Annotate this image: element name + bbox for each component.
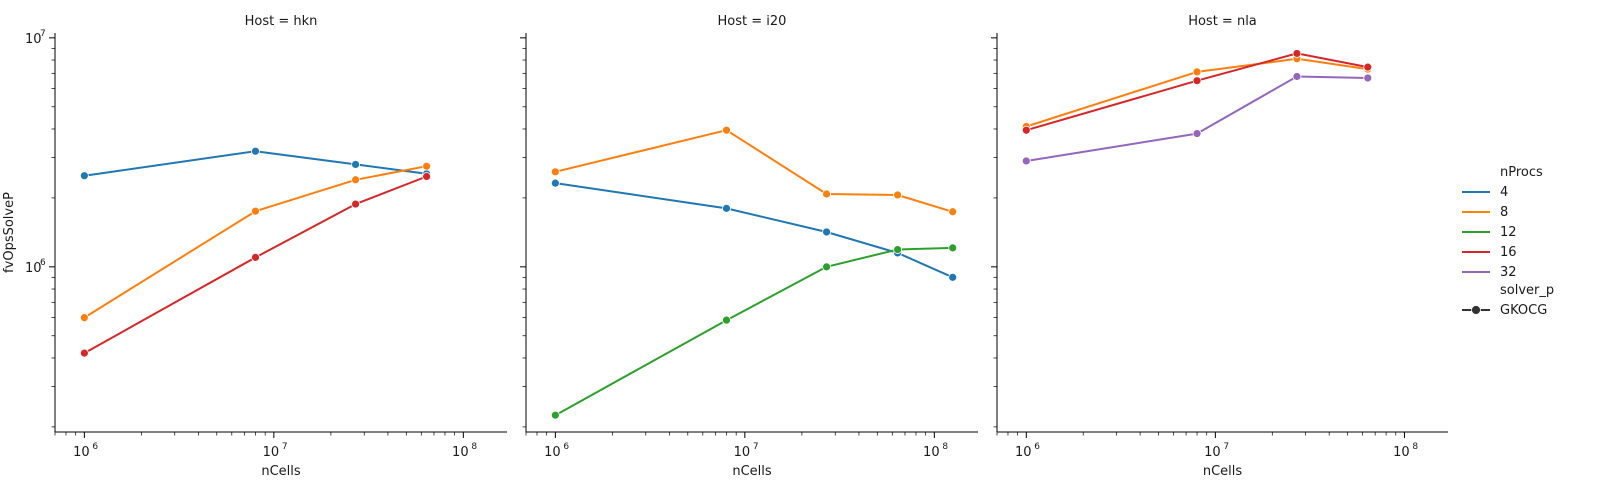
legend-entry-label: 16 (1500, 245, 1517, 260)
series-line-16 (1026, 52, 1368, 132)
y-tick-label-base: 10 (25, 261, 42, 276)
x-tick-label-exponent: 6 (92, 442, 98, 452)
data-point (1292, 49, 1302, 58)
series-line-12 (554, 246, 953, 417)
series-line-8 (555, 129, 953, 213)
data-point (822, 262, 831, 272)
y-tick-label-base: 10 (25, 32, 42, 47)
data-point (1192, 76, 1202, 86)
data-point (948, 272, 958, 282)
series-line-16 (83, 175, 427, 354)
x-tick-label-base: 10 (73, 445, 90, 460)
y-tick-label-exponent: 6 (40, 258, 46, 268)
data-point (722, 315, 731, 325)
data-point (893, 190, 903, 200)
data-point (722, 125, 731, 135)
series-line-4 (84, 150, 427, 177)
data-point (351, 199, 360, 209)
data-point (1021, 156, 1031, 166)
x-tick-label-exponent: 8 (1412, 442, 1418, 452)
data-point (948, 207, 958, 217)
data-point (1192, 129, 1202, 138)
data-point (893, 245, 903, 254)
data-point (1363, 62, 1373, 72)
x-tick-label-exponent: 7 (1223, 442, 1229, 452)
data-point (422, 161, 432, 171)
data-point (79, 171, 89, 181)
x-tick-label-exponent: 6 (1034, 442, 1040, 452)
y-axis-label: fvOpsSolveP (2, 192, 17, 273)
x-tick-label-base: 10 (923, 445, 940, 460)
data-point (251, 146, 260, 156)
legend-style-label: GKOCG (1500, 303, 1547, 318)
x-tick-label-base: 10 (263, 445, 280, 460)
x-tick-label-exponent: 8 (942, 442, 948, 452)
legend: nProcs 4 8 12 16 32 solver_p GKOCG (1462, 165, 1554, 318)
data-point (79, 313, 89, 323)
data-point (1292, 72, 1302, 81)
data-point (948, 243, 958, 253)
series-line-32 (1026, 75, 1368, 162)
panel-title: Host = nla (1188, 14, 1257, 29)
data-point (822, 227, 831, 237)
x-tick-label-exponent: 8 (471, 442, 477, 452)
panel-title: Host = i20 (718, 14, 787, 29)
data-point (822, 189, 831, 199)
data-point (1021, 125, 1031, 135)
x-tick-label-base: 10 (1393, 445, 1410, 460)
x-tick-label-base: 10 (1204, 445, 1221, 460)
legend-entry-label: 32 (1500, 265, 1517, 280)
x-tick-label-base: 10 (734, 445, 751, 460)
legend-hue-title: nProcs (1500, 165, 1543, 180)
legend-entry-label: 8 (1500, 205, 1508, 220)
x-tick-label-base: 10 (452, 445, 469, 460)
data-point (1363, 73, 1373, 83)
x-axis-label: nCells (1203, 464, 1243, 479)
series-line-4 (555, 182, 954, 279)
data-point (251, 206, 260, 216)
data-point (79, 348, 89, 358)
x-tick-label-exponent: 6 (563, 442, 569, 452)
legend-style-marker (1471, 305, 1481, 315)
x-tick-label-base: 10 (544, 445, 561, 460)
legend-style-title: solver_p (1500, 283, 1554, 298)
x-tick-label-base: 10 (1015, 445, 1032, 460)
series-line-8 (83, 165, 427, 319)
data-point (722, 203, 731, 213)
data-point (550, 410, 560, 420)
legend-entry-label: 12 (1500, 225, 1517, 240)
data-point (550, 178, 560, 188)
y-tick-label-exponent: 7 (40, 29, 46, 39)
x-tick-label-exponent: 7 (282, 442, 288, 452)
data-point (1192, 67, 1202, 77)
x-axis-label: nCells (732, 464, 772, 479)
data-point (251, 252, 260, 262)
data-point (351, 160, 360, 169)
x-axis-label: nCells (261, 464, 301, 479)
data-point (351, 175, 360, 185)
series-line-8 (1025, 57, 1368, 128)
panel-title: Host = hkn (245, 14, 318, 29)
data-point (422, 172, 432, 181)
legend-entry-label: 4 (1500, 185, 1508, 200)
x-tick-label-exponent: 7 (753, 442, 759, 452)
data-point (550, 167, 560, 177)
